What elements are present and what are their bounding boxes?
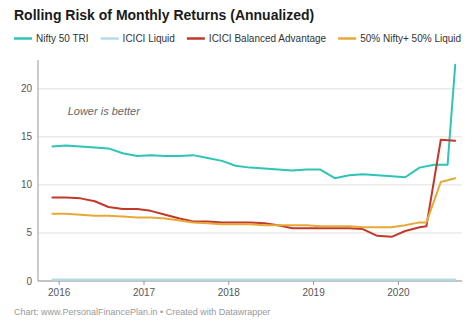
grid-line: [38, 88, 462, 89]
legend-item: 50% Nifty+ 50% Liquid: [338, 33, 461, 44]
x-tick-label: 2020: [387, 287, 410, 298]
axes: 0 5 10 15 20 2016 2017 2018 2019 2020: [21, 60, 462, 298]
title: Rolling Risk of Monthly Returns (Annuali…: [14, 7, 314, 23]
legend-label: 50% Nifty+ 50% Liquid: [360, 33, 461, 44]
grid-line: [38, 281, 462, 282]
x-axis-line: [38, 281, 462, 282]
footer: Chart: www.PersonalFinancePlan.in • Crea…: [14, 307, 270, 317]
legend-label: ICICI Liquid: [123, 33, 175, 44]
series-line: [52, 178, 455, 227]
x-tick: [228, 281, 229, 285]
legend-label: Nifty 50 TRI: [36, 33, 89, 44]
x-tick: [398, 281, 399, 285]
x-tick-label: 2019: [302, 287, 325, 298]
x-tick: [313, 281, 314, 285]
y-tick-label: 10: [21, 179, 33, 190]
y-axis-line: [38, 60, 39, 281]
legend-item: Nifty 50 TRI: [14, 33, 89, 44]
legend-swatch: [101, 37, 119, 40]
y-tick-label: 15: [21, 131, 33, 142]
series-line: [52, 279, 455, 281]
y-tick-label: 0: [26, 276, 32, 287]
x-tick-label: 2018: [218, 287, 241, 298]
series-line: [52, 65, 455, 178]
y-tick-label: 5: [26, 227, 32, 238]
y-tick-label: 20: [21, 83, 33, 94]
legend: Nifty 50 TRI ICICI Liquid ICICI Balanced A…: [14, 33, 461, 44]
legend-swatch: [187, 37, 205, 40]
legend-item: ICICI Liquid: [101, 33, 175, 44]
x-tick: [144, 281, 145, 285]
series-lines: [52, 65, 455, 280]
annotation: Lower is better: [68, 105, 141, 117]
legend-swatch: [338, 37, 356, 40]
grid-line: [38, 136, 462, 137]
grid-line: [38, 184, 462, 185]
legend-label: ICICI Balanced Advantage: [209, 33, 327, 44]
x-tick: [59, 281, 60, 285]
series-line: [52, 140, 455, 237]
legend-item: ICICI Balanced Advantage: [187, 33, 327, 44]
x-tick-label: 2017: [133, 287, 156, 298]
chart: Rolling Risk of Monthly Returns (Annuali…: [0, 0, 474, 321]
x-tick-label: 2016: [48, 287, 71, 298]
legend-swatch: [14, 37, 32, 40]
